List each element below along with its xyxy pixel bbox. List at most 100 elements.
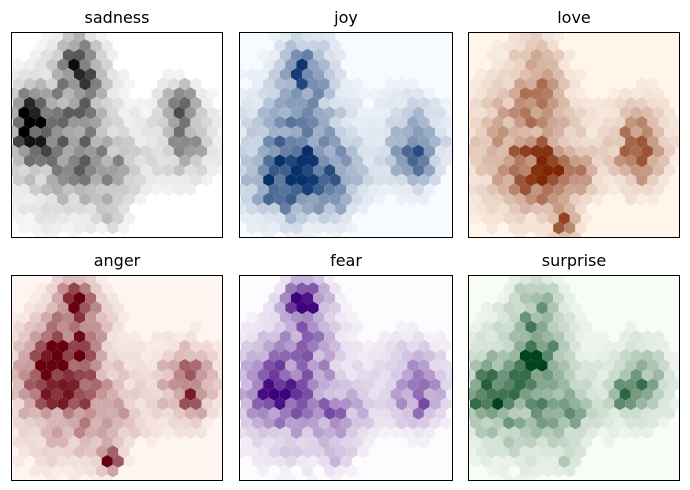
hex-cell	[296, 39, 308, 52]
hex-cell	[553, 275, 565, 286]
hex-cell	[62, 464, 74, 478]
hex-cell	[457, 349, 468, 362]
hex-cell	[525, 116, 537, 129]
hex-cell	[608, 387, 620, 401]
hex-cell	[29, 275, 41, 286]
hex-cell	[24, 135, 36, 148]
hex-cell	[68, 416, 80, 430]
hex-cell	[542, 368, 554, 382]
hex-cell	[390, 445, 402, 459]
hex-cell	[18, 368, 30, 382]
hex-cell	[553, 125, 565, 139]
hex-cell	[530, 32, 543, 43]
hex-cell	[530, 291, 543, 305]
hex-cell	[385, 116, 397, 129]
hex-cell	[525, 39, 537, 52]
hex-cell	[514, 173, 526, 187]
hex-cell	[173, 144, 185, 158]
hex-cell	[62, 221, 74, 235]
hex-cell	[401, 368, 413, 382]
hex-cell	[503, 77, 515, 91]
hex-cell	[324, 48, 336, 62]
hex-cell	[641, 349, 653, 363]
hex-cell	[263, 282, 275, 295]
hex-cell	[79, 231, 91, 238]
hex-cell	[96, 183, 108, 196]
hex-cell	[329, 231, 341, 238]
hex-cell	[608, 426, 620, 439]
hex-cell	[669, 474, 680, 481]
hex-cell	[681, 97, 690, 110]
hex-cell	[24, 416, 36, 430]
hex-cell	[492, 135, 504, 148]
hex-cell	[503, 39, 515, 52]
hex-cell	[423, 426, 435, 439]
hex-cell	[279, 87, 291, 100]
hex-cell	[173, 464, 185, 478]
hex-cell	[123, 96, 135, 110]
hex-cell	[123, 339, 135, 353]
hex-cell	[536, 378, 548, 391]
hex-cell	[218, 202, 223, 215]
hex-cell	[307, 282, 319, 295]
hex-cell	[346, 125, 358, 139]
panel-joy: joy	[239, 8, 453, 238]
hex-cell	[434, 368, 447, 382]
hex-cell	[241, 96, 253, 110]
hex-cell	[357, 125, 369, 139]
hex-cell	[536, 116, 548, 129]
hex-cell	[553, 387, 565, 401]
hex-cell	[18, 349, 30, 363]
hex-cell	[46, 135, 58, 148]
hex-cell	[40, 32, 52, 43]
hex-cell	[184, 87, 196, 100]
hex-cell	[614, 455, 626, 468]
hex-cell	[46, 154, 58, 168]
hex-cell	[429, 231, 441, 238]
hex-cell	[268, 407, 280, 420]
hex-cell	[346, 311, 358, 324]
hex-cell	[492, 455, 504, 468]
hex-cell	[492, 474, 504, 481]
hex-cell	[475, 464, 487, 478]
hex-cell	[318, 474, 330, 481]
hex-cell	[85, 368, 97, 382]
hex-cell	[324, 407, 336, 420]
hex-cell	[434, 445, 447, 459]
hex-cell	[564, 87, 576, 100]
hex-cell	[340, 173, 352, 187]
hex-cell	[536, 435, 548, 449]
hex-cell	[630, 330, 642, 343]
hex-cell	[547, 58, 559, 72]
hex-cell	[129, 349, 141, 363]
hex-cell	[446, 183, 453, 196]
hex-cell	[263, 320, 275, 334]
hex-cell	[18, 311, 30, 324]
hex-cell	[457, 426, 468, 439]
hex-cell	[519, 349, 531, 363]
hex-cell	[614, 135, 626, 148]
hex-cell	[663, 164, 676, 177]
hex-cell	[429, 359, 441, 372]
hex-cell	[62, 125, 74, 139]
hex-cell	[168, 455, 180, 468]
hex-cell	[263, 77, 275, 91]
hex-cell	[57, 96, 69, 110]
hex-cell	[157, 96, 169, 110]
hex-cell	[658, 77, 670, 91]
hex-cell	[492, 212, 504, 225]
hex-cell	[73, 183, 86, 196]
hex-cell	[475, 311, 487, 324]
hex-cell	[107, 202, 119, 216]
hex-cell	[547, 231, 559, 238]
hex-cell	[418, 173, 430, 187]
hex-cell	[451, 156, 453, 165]
hex-cell	[51, 144, 63, 158]
hex-cell	[470, 58, 482, 72]
hex-cell	[379, 464, 391, 478]
hex-cell	[329, 378, 341, 391]
hex-cell	[481, 435, 493, 449]
hex-cell	[434, 387, 447, 401]
hex-cell	[162, 144, 174, 158]
hex-cell	[190, 192, 202, 206]
